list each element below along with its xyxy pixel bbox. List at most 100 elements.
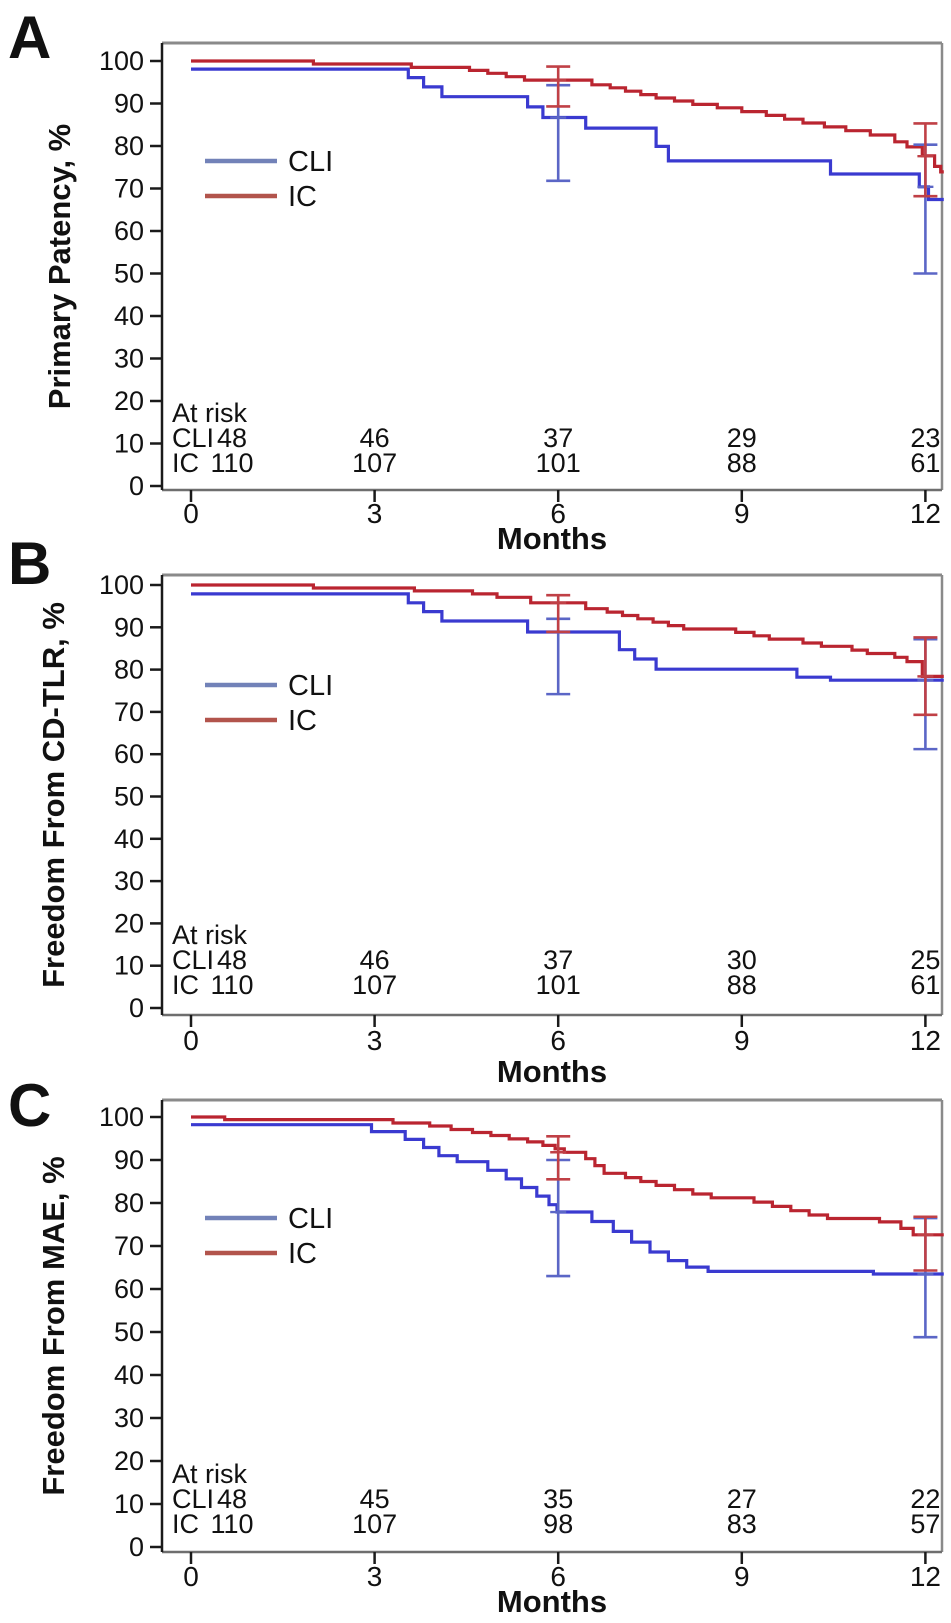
y-tick-label: 90 [114,1145,144,1175]
y-tick-label: 60 [114,739,144,769]
at-risk-value: 48 [217,1484,247,1514]
legend-label-cli: CLI [288,670,333,702]
at-risk-value: 107 [352,970,397,1000]
legend-label-cli: CLI [288,146,333,178]
at-risk-value: 22 [910,1484,940,1514]
x-tick-label: 3 [367,1561,383,1592]
y-tick-label: 50 [114,259,144,289]
y-tick-label: 100 [99,570,144,600]
error-bar-ic-m12 [913,1215,938,1272]
at-risk-value: 45 [360,1484,390,1514]
y-tick-label: 80 [114,655,144,685]
y-tick-label: 10 [114,429,144,459]
panel-c: 0 10 20 30 40 50 60 70 80 90 100 0 3 6 9 12 Freedom From… [8,1072,944,1619]
at-risk-title: At risk [172,920,248,950]
y-tick-label: 30 [114,1403,144,1433]
at-risk-value: 37 [543,423,573,453]
x-tick-label: 0 [183,1561,199,1592]
y-tick-label: 70 [114,174,144,204]
at-risk-value: 61 [910,448,940,478]
at-risk-row-label: IC [172,448,199,478]
at-risk-row-label: IC [172,1509,199,1539]
x-axis-title: Months [497,1054,607,1089]
y-tick-label: 100 [99,46,144,76]
at-risk-value: 30 [727,945,757,975]
y-tick-label: 90 [114,89,144,119]
km-curve-ic [191,1115,944,1237]
plot-frame [160,41,944,492]
at-risk-value: 83 [727,1509,757,1539]
y-tick-label: 20 [114,1446,144,1476]
at-risk-value: 48 [217,423,247,453]
at-risk-value: 37 [543,945,573,975]
at-risk-value: 27 [727,1484,757,1514]
km-curve-cli [191,592,944,682]
legend-label-ic: IC [288,705,317,737]
legend-label-cli: CLI [288,1203,333,1235]
at-risk-value: 46 [360,423,390,453]
y-tick-label: 10 [114,1489,144,1519]
y-tick-label: 70 [114,1231,144,1261]
at-risk-row-label: CLI [172,423,214,453]
at-risk-value: 110 [210,1509,253,1539]
y-axis-title: Freedom From CD-TLR, % [36,602,71,988]
at-risk-value: 107 [352,448,397,478]
y-axis: 0 10 20 30 40 50 60 70 80 90 100 [99,1102,162,1562]
at-risk-value: 107 [352,1509,397,1539]
panel-letter: B [8,530,51,597]
x-tick-label: 3 [367,1025,383,1056]
legend-label-ic: IC [288,181,317,213]
error-bar-ic-m6 [546,1135,571,1181]
x-tick-label: 9 [734,1025,750,1056]
x-tick-label: 9 [734,1561,750,1592]
x-tick-label: 12 [910,1025,941,1056]
at-risk-value: 98 [543,1509,573,1539]
x-tick-label: 12 [910,498,941,529]
at-risk-value: 46 [360,945,390,975]
panel-b: 0 10 20 30 40 50 60 70 80 90 100 0 3 6 9 12 Freedom From… [8,530,944,1089]
km-curve-ic [191,583,944,678]
x-axis-title: Months [497,521,607,556]
y-tick-label: 20 [114,386,144,416]
panel-a: 0 10 20 30 40 50 60 70 80 90 100 0 3 6 9 12 Primary Pate… [8,4,944,556]
y-tick-label: 0 [129,1532,144,1562]
y-tick-label: 30 [114,866,144,896]
y-tick-label: 50 [114,1317,144,1347]
error-bar-ic-m12 [913,636,938,717]
x-tick-label: 9 [734,498,750,529]
at-risk-value: 101 [536,970,581,1000]
y-tick-label: 20 [114,908,144,938]
panel-letter: C [8,1072,51,1139]
km-curve-cli [191,67,944,202]
y-tick-label: 0 [129,471,144,501]
at-risk-value: 48 [217,945,247,975]
x-tick-label: 6 [550,1561,566,1592]
km-curve-ic [191,59,944,174]
x-tick-label: 0 [183,498,199,529]
x-tick-label: 12 [910,1561,941,1592]
at-risk-value: 110 [210,970,253,1000]
y-tick-label: 40 [114,301,144,331]
at-risk-value: 35 [543,1484,573,1514]
at-risk-value: 57 [910,1509,940,1539]
at-risk-value: 23 [910,423,940,453]
x-tick-label: 6 [550,1025,566,1056]
x-axis: 0 3 6 9 12 [183,1015,941,1056]
y-axis-title: Freedom From MAE, % [36,1156,71,1495]
panel-letter: A [8,4,51,71]
y-tick-label: 50 [114,782,144,812]
error-bar-ic-m12 [913,122,938,198]
at-risk-title: At risk [172,1459,248,1489]
legend-label-ic: IC [288,1238,317,1270]
at-risk-value: 88 [727,970,757,1000]
y-tick-label: 70 [114,697,144,727]
y-tick-label: 80 [114,1188,144,1218]
